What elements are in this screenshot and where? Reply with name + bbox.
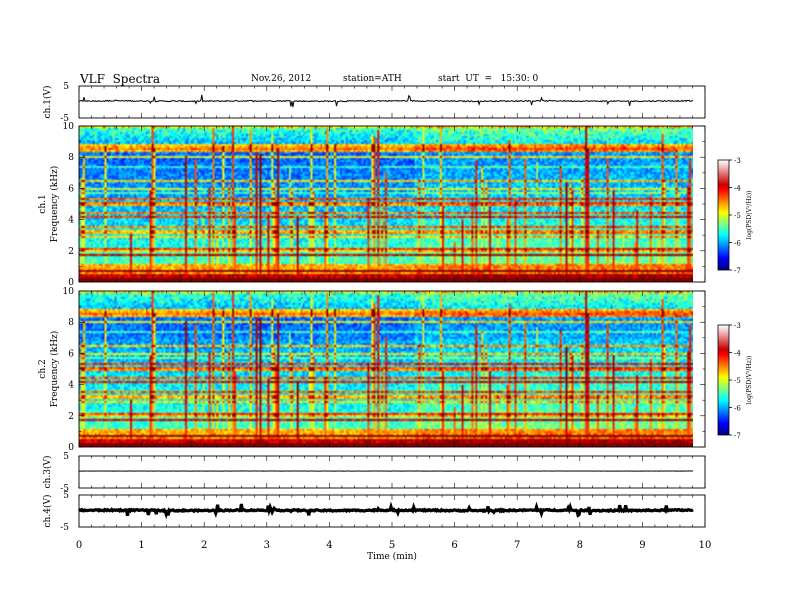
y-tick-label: 8 <box>68 318 74 328</box>
x-tick-label: 10 <box>699 540 712 551</box>
y-tick-label: 2 <box>68 412 74 422</box>
colorbar-label: log(PSD(V²/Hz)) <box>746 356 753 405</box>
start-time-label: start UT = 15:30: 0 <box>438 74 539 84</box>
y-tick-label: 0 <box>68 443 74 453</box>
y-tick-label: 10 <box>63 122 75 132</box>
colorbar-tick-label: -6 <box>734 240 741 248</box>
x-tick-label: 3 <box>264 540 270 551</box>
y-tick-label: 4 <box>68 216 74 226</box>
colorbar-2 <box>718 325 729 435</box>
colorbar-tick-label: -6 <box>734 405 741 413</box>
panel-ylabel-2: ch.2 <box>38 359 48 378</box>
date-label: Nov.26, 2012 <box>251 74 312 84</box>
y-tick-label: -5 <box>60 484 69 494</box>
colorbar-tick-label: -4 <box>734 185 741 193</box>
spectrogram-panel-2 <box>79 291 693 447</box>
x-tick-label: 0 <box>76 540 82 551</box>
colorbar-tick-label: -7 <box>734 432 741 440</box>
y-tick-label: -5 <box>60 523 69 533</box>
x-tick-label: 4 <box>326 540 332 551</box>
y-tick-label: 0 <box>68 278 74 288</box>
x-tick-label: 2 <box>201 540 207 551</box>
trace-ch.1(V) <box>78 94 694 108</box>
y-tick-label: 2 <box>68 247 74 257</box>
colorbar-1 <box>718 160 729 270</box>
y-tick-label: 6 <box>68 349 74 359</box>
colorbar-tick-label: -3 <box>734 322 741 330</box>
x-tick-label: 9 <box>639 540 645 551</box>
colorbar-tick-label: -4 <box>734 350 741 358</box>
figure-title: VLF Spectra <box>80 72 161 86</box>
station-label: station=ATH <box>343 74 402 84</box>
panel-ylabel2-1: Frequency (kHz) <box>49 166 60 243</box>
x-tick-label: 5 <box>389 540 395 551</box>
panel-ylabel2-2: Frequency (kHz) <box>49 331 60 408</box>
y-tick-label: 8 <box>68 153 74 163</box>
y-tick-label: 5 <box>63 452 69 462</box>
trace-ch.4(V) <box>78 501 694 520</box>
y-tick-label: 5 <box>63 82 69 92</box>
colorbar-tick-label: -7 <box>734 267 741 275</box>
y-tick-label: 5 <box>63 491 69 501</box>
y-tick-label: 6 <box>68 184 74 194</box>
x-axis-label: Time (min) <box>367 551 417 562</box>
colorbar-tick-label: -3 <box>734 157 741 165</box>
x-tick-label: 6 <box>451 540 457 551</box>
panel-ylabel-3: ch.3(V) <box>42 456 53 489</box>
colorbar-tick-label: -5 <box>734 377 741 385</box>
panel-ylabel-4: ch.4(V) <box>42 495 53 528</box>
panel-ylabel-1: ch.1 <box>38 194 48 213</box>
x-tick-label: 7 <box>514 540 520 551</box>
panel-ylabel-0: ch.1(V) <box>42 86 53 119</box>
colorbar-label: log(PSD(V²/Hz)) <box>746 191 753 240</box>
y-tick-label: 4 <box>68 381 74 391</box>
y-tick-label: 10 <box>63 287 75 297</box>
x-tick-label: 8 <box>577 540 583 551</box>
y-tick-label: -5 <box>60 114 69 124</box>
x-tick-label: 1 <box>138 540 144 551</box>
spectrogram-panel-1 <box>79 126 693 282</box>
colorbar-tick-label: -5 <box>734 212 741 220</box>
